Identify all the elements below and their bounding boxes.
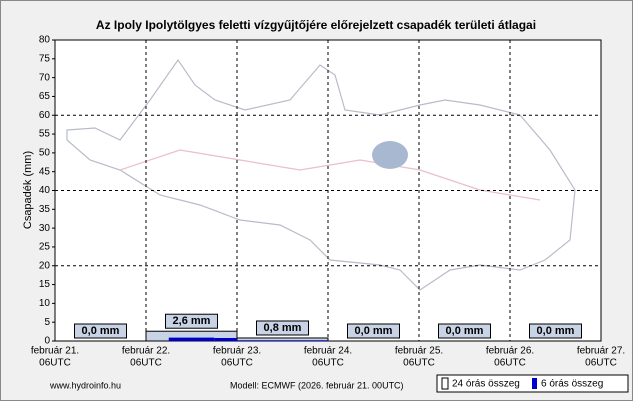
x-tick-label: február 23.	[213, 346, 261, 357]
y-tick-label: 30	[39, 223, 51, 234]
value-label-box	[529, 323, 582, 339]
lake	[372, 141, 408, 169]
y-tick-label: 15	[39, 279, 51, 290]
value-label: 2,6 mm	[173, 315, 211, 327]
bar	[168, 337, 192, 341]
map	[66, 58, 576, 291]
x-tick-label: 06UTC	[403, 358, 435, 369]
y-tick-label: 65	[39, 91, 51, 102]
bar	[305, 340, 328, 341]
y-tick-label: 75	[39, 53, 51, 64]
x-tick-label: február 21.	[31, 346, 79, 357]
value-label: 0,0 mm	[537, 325, 575, 337]
value-label: 0,0 mm	[446, 325, 484, 337]
value-label-box	[165, 313, 218, 329]
y-tick-label: 80	[39, 35, 51, 46]
legend-label: 24 órás összeg	[452, 379, 520, 390]
legend-label: 6 órás összeg	[541, 379, 603, 390]
y-tick-label: 40	[39, 185, 51, 196]
y-tick-label: 20	[39, 260, 51, 271]
x-tick-label: február 24.	[304, 346, 352, 357]
x-tick-label: február 25.	[395, 346, 443, 357]
y-tick-label: 55	[39, 129, 51, 140]
y-tick-label: 45	[39, 166, 51, 177]
x-tick-label: 06UTC	[494, 358, 526, 369]
x-tick-label: február 26.	[486, 346, 534, 357]
value-label: 0,0 mm	[82, 325, 120, 337]
x-tick-label: 06UTC	[130, 358, 162, 369]
source: www.hydroinfo.hu	[49, 380, 121, 390]
y-tick-label: 5	[44, 317, 50, 328]
x-tick-label: február 22.	[122, 346, 170, 357]
y-tick-label: 10	[39, 298, 51, 309]
x-tick-label: 06UTC	[221, 358, 253, 369]
value-label: 0,8 mm	[264, 322, 302, 334]
y-tick-label: 70	[39, 72, 51, 83]
bar	[259, 340, 283, 341]
bar	[191, 337, 215, 341]
value-label-box	[74, 323, 127, 339]
model: Modell: ECMWF (2026. február 21. 00UTC)	[230, 380, 404, 390]
y-tick-label: 50	[39, 148, 51, 159]
legend-swatch	[441, 377, 449, 390]
bar	[237, 340, 260, 341]
value-label: 0,0 mm	[355, 325, 393, 337]
value-label-box	[256, 320, 309, 336]
y-tick-label: 60	[39, 110, 51, 121]
y-tick-label: 35	[39, 204, 51, 215]
chart-title: Az Ipoly Ipolytölgyes feletti vízgyűjtőj…	[96, 18, 536, 32]
x-tick-label: 06UTC	[312, 358, 344, 369]
x-tick-label: február 27.	[577, 346, 625, 357]
bar	[214, 337, 237, 341]
x-tick-label: 06UTC	[585, 358, 617, 369]
bar	[282, 340, 306, 341]
x-tick-label: 06UTC	[39, 358, 71, 369]
y-tick-label: 0	[44, 336, 50, 347]
y-axis-label: Csapadék (mm)	[22, 151, 34, 229]
y-tick-label: 25	[39, 242, 51, 253]
value-label-box	[438, 323, 491, 339]
value-label-box	[347, 323, 400, 339]
legend-swatch	[532, 378, 537, 389]
